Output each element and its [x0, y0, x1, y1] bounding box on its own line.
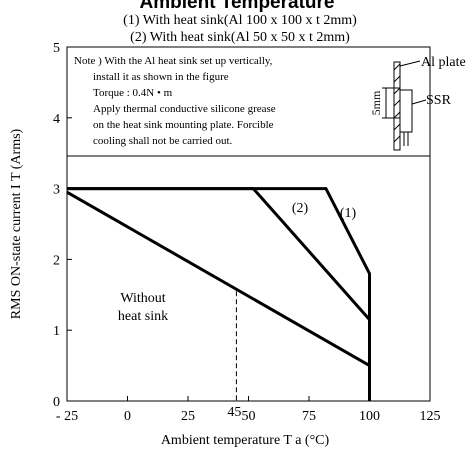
note-line-3: Torque : 0.4N • m	[93, 87, 173, 99]
subtitle-2: (2) With heat sink(Al 50 x 50 x t 2mm)	[130, 30, 350, 45]
y-tick-label: 0	[53, 395, 60, 410]
al-plate-leader	[399, 60, 421, 67]
al-plate-hatch	[393, 111, 401, 119]
y-tick-label: 3	[53, 183, 60, 198]
mounting-figure: 5mm Al plate SSR	[369, 55, 466, 151]
y-tick-label: 2	[53, 253, 60, 268]
chart-title: Ambient Temperature	[140, 0, 335, 13]
note-line-6: cooling shall not be carried out.	[93, 135, 233, 147]
series-1-annotation: (1)	[340, 206, 357, 221]
al-plate-hatch	[393, 123, 401, 131]
y-axis-label: RMS ON-state current I T (Arms)	[9, 128, 24, 319]
x-tick-label: 50	[242, 409, 256, 424]
y-tick-label: 4	[53, 112, 60, 127]
series-layer	[66, 187, 371, 401]
x-tick-label: 75	[302, 409, 316, 424]
al-plate-hatch	[393, 75, 401, 83]
y-axis-ticks: 0 1 2 3 4 5	[53, 41, 72, 410]
al-plate-hatch	[393, 63, 401, 71]
temperature-45-label: 45	[227, 405, 241, 420]
note-line-2: install it as shown in the figure	[93, 71, 229, 83]
al-plate-hatch	[393, 135, 401, 143]
y-tick-label: 1	[53, 324, 60, 339]
x-tick-label: 125	[420, 409, 441, 424]
without-label-background	[98, 287, 188, 327]
without-label-line-1: Without	[120, 291, 165, 306]
al-plate-hatch	[393, 99, 401, 107]
al-plate-label: Al plate	[421, 55, 466, 70]
series-2-annotation: (2)	[292, 201, 309, 216]
x-tick-label: 100	[359, 409, 380, 424]
x-axis-label: Ambient temperature T a (°C)	[161, 433, 330, 448]
note-box: Note ) With the Al heat sink set up vert…	[74, 55, 276, 147]
without-label-line-2: heat sink	[118, 309, 168, 324]
x-axis-ticks: - 25 0 25 50 75 100 125	[56, 396, 441, 424]
ssr-shape	[399, 89, 413, 133]
note-line-1: Note ) With the Al heat sink set up vert…	[74, 55, 273, 67]
ssr-leader	[411, 99, 427, 105]
series-line-3	[66, 190, 371, 367]
subtitle-1: (1) With heat sink(Al 100 x 100 x t 2mm)	[123, 13, 357, 28]
x-tick-label: - 25	[56, 409, 78, 424]
note-line-4: Apply thermal conductive silicone grease	[93, 103, 276, 115]
x-tick-label: 0	[124, 409, 131, 424]
al-plate-hatch	[393, 87, 401, 95]
note-line-5: on the heat sink mounting plate. Forcibl…	[93, 119, 274, 131]
dim-label: 5mm	[369, 90, 383, 115]
series-line-2	[67, 187, 371, 321]
y-tick-label: 5	[53, 41, 60, 56]
ssr-label: SSR	[426, 93, 452, 108]
x-tick-label: 25	[181, 409, 195, 424]
